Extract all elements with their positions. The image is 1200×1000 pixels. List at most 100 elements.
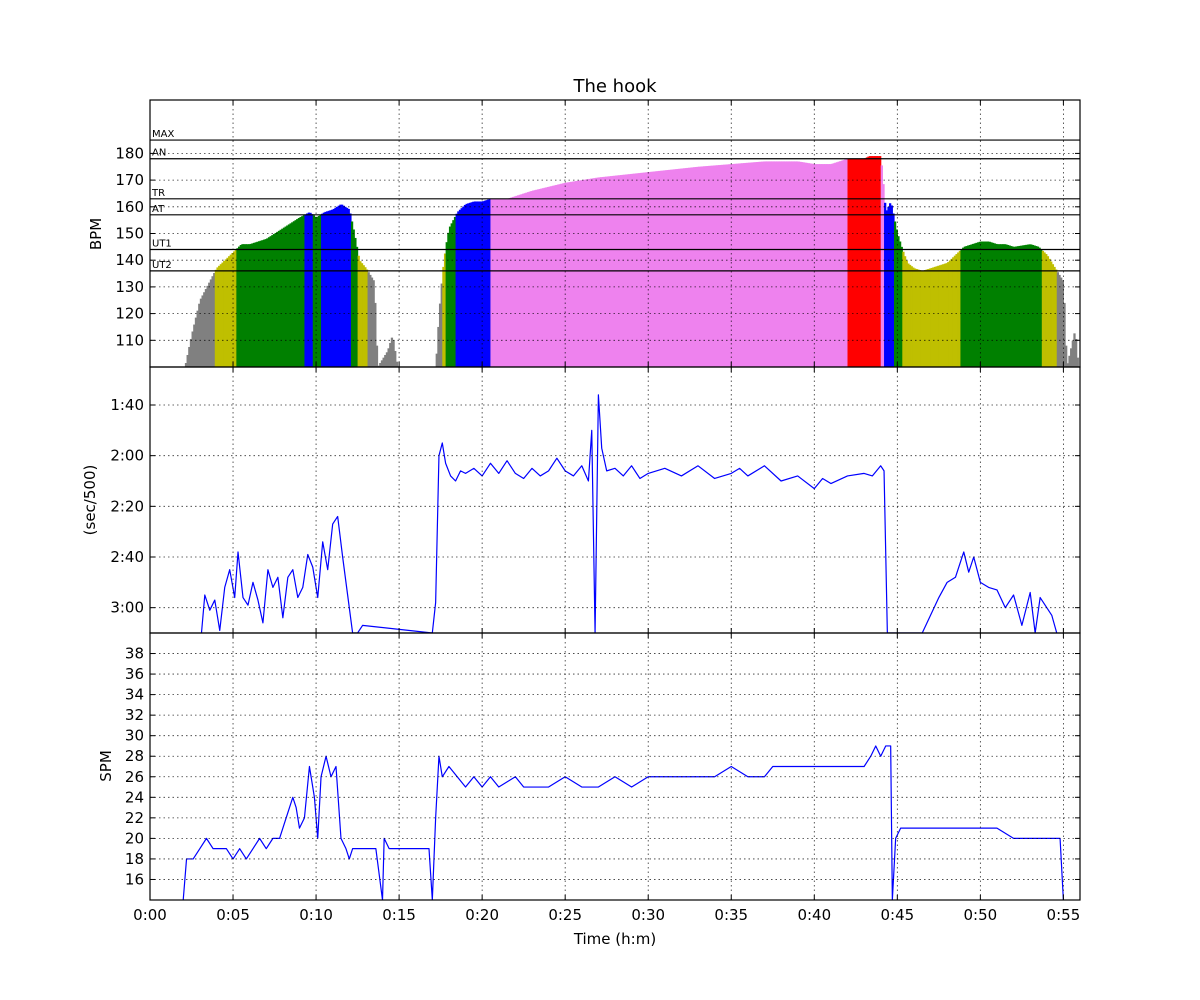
hr-bar <box>583 179 586 367</box>
hr-bar <box>528 191 531 367</box>
y-tick-label: 26 <box>125 768 144 786</box>
hr-bar <box>701 166 704 367</box>
hr-bar <box>259 240 262 367</box>
hr-bar <box>953 255 957 367</box>
hr-bar <box>465 203 468 367</box>
hr-bar <box>492 198 495 367</box>
hr-bar <box>869 156 872 367</box>
hr-bar <box>442 266 445 367</box>
hr-bar <box>186 354 189 367</box>
hr-bar <box>485 200 488 367</box>
hr-bar <box>704 166 707 367</box>
hr-bar <box>932 267 935 367</box>
hr-bar <box>977 242 980 367</box>
hr-bar <box>455 213 458 367</box>
hr-bar <box>213 273 216 367</box>
y-tick-label: 34 <box>125 686 144 704</box>
hr-bar <box>646 172 649 367</box>
hr-bar <box>840 160 844 367</box>
hr-bar <box>536 189 540 367</box>
hr-bar <box>374 302 377 367</box>
hr-bar <box>987 241 990 367</box>
hr-bar <box>1063 302 1066 367</box>
hr-bar <box>585 179 588 367</box>
hr-bar <box>249 243 252 367</box>
hr-bar <box>734 163 737 367</box>
y-tick-label: 180 <box>115 144 144 162</box>
hr-bar <box>595 177 598 367</box>
hr-bar <box>1003 244 1006 367</box>
zone-label-at: AT <box>152 204 165 215</box>
hr-bar <box>727 164 731 367</box>
hr-bar <box>815 164 819 367</box>
hr-bar <box>982 241 985 367</box>
hr-bar <box>580 180 583 367</box>
hr-bar <box>473 201 477 367</box>
hr-bar <box>849 158 852 367</box>
y-tick-label: 30 <box>125 727 144 745</box>
hr-bar <box>340 204 344 367</box>
hr-bar <box>329 210 332 367</box>
hr-bar <box>634 173 638 367</box>
hr-bar <box>708 165 711 367</box>
hr-bar <box>789 161 792 367</box>
hr-bar <box>656 171 659 367</box>
hr-bar <box>588 178 591 367</box>
hr-bar <box>819 164 822 367</box>
hr-bar <box>726 164 729 367</box>
hr-bar <box>193 324 196 367</box>
hr-bar <box>274 232 277 367</box>
hr-bar <box>990 242 993 367</box>
hr-bar <box>930 267 933 367</box>
hr-bar <box>683 168 686 367</box>
hr-bar <box>925 269 928 367</box>
hr-bar <box>307 212 311 367</box>
hr-bar <box>749 162 752 367</box>
y-tick-label: 38 <box>125 645 144 663</box>
hr-bar <box>1050 261 1053 367</box>
hr-bar <box>271 235 274 367</box>
y-tick-label: 24 <box>125 788 144 806</box>
hr-bar <box>224 259 227 367</box>
hr-bar <box>1001 244 1005 367</box>
hr-bar <box>261 240 264 367</box>
hr-bar <box>900 246 903 367</box>
pace-line <box>200 394 1058 633</box>
hr-bar <box>762 161 766 367</box>
hr-bar <box>209 279 213 367</box>
hr-bar <box>814 164 817 367</box>
hr-bar <box>331 209 334 367</box>
hr-bar <box>970 244 973 367</box>
hr-bar <box>279 229 282 367</box>
hr-bar <box>996 244 1000 367</box>
hr-bar <box>947 262 950 367</box>
hr-bar <box>845 159 849 367</box>
hr-bar <box>960 249 963 367</box>
hr-bar <box>1005 244 1008 367</box>
hr-bar <box>372 280 375 367</box>
hr-bar <box>520 194 523 367</box>
hr-bar <box>1036 246 1040 367</box>
hr-bar <box>639 172 643 367</box>
hr-bar <box>834 162 837 367</box>
hr-bar <box>1068 355 1071 367</box>
hr-bar <box>498 198 502 367</box>
hr-bar <box>600 177 603 367</box>
hr-bar <box>247 244 251 367</box>
hr-bar <box>940 264 943 367</box>
hr-bar <box>751 162 754 367</box>
hr-bar <box>1025 244 1028 367</box>
hr-bar <box>525 192 528 367</box>
hr-bar <box>653 171 656 367</box>
hr-bar <box>601 176 604 367</box>
hr-bar <box>917 269 920 367</box>
hr-bar <box>736 163 739 367</box>
hr-bar <box>937 265 940 367</box>
hr-bar <box>286 225 289 367</box>
hr-bar <box>678 168 681 367</box>
hr-bar <box>950 258 953 367</box>
hr-bar <box>918 270 922 367</box>
hr-bar <box>1053 266 1056 367</box>
hr-bar <box>757 161 761 367</box>
hr-bar <box>379 363 382 367</box>
